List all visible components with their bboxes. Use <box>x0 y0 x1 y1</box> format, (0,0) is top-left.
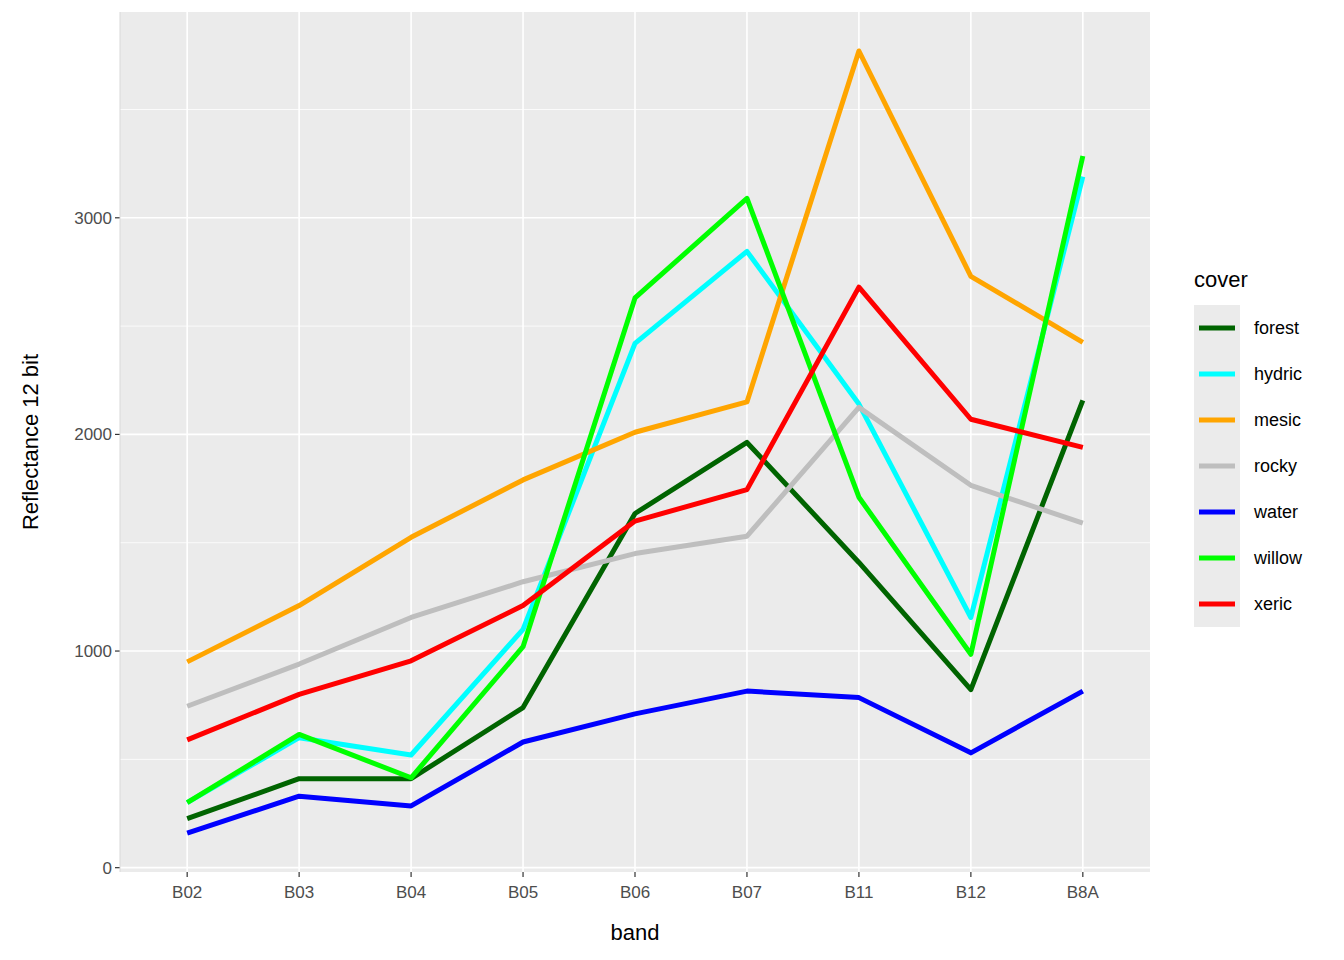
legend-swatch <box>1199 326 1235 331</box>
legend-key <box>1194 535 1240 581</box>
tick <box>299 872 300 877</box>
tick-label: B05 <box>508 883 538 902</box>
grid-line <box>858 12 860 872</box>
tick-label: B8A <box>1067 883 1100 902</box>
x-axis-title: band <box>611 920 660 945</box>
series-line <box>187 156 1083 803</box>
legend-label: water <box>1253 502 1298 522</box>
grid-line <box>1082 12 1084 872</box>
y-axis-title: Reflectance 12 bit <box>18 354 43 530</box>
legend-swatch <box>1199 464 1235 469</box>
legend-label: willow <box>1253 548 1303 568</box>
chart: 0 1000 2000 3000 B02 B03 B04 B05 B06 B07 B11 B12 B8A… <box>0 0 1344 960</box>
legend-swatch <box>1199 602 1235 607</box>
grid-line <box>410 12 412 872</box>
panel <box>120 12 1150 872</box>
series-line <box>187 177 1083 803</box>
legend-key <box>1194 443 1240 489</box>
background <box>0 0 1344 960</box>
grid-line <box>970 12 972 872</box>
grid-line <box>634 12 636 872</box>
series-group <box>187 51 1083 833</box>
series-line <box>187 287 1083 740</box>
grid-line <box>298 12 300 872</box>
legend-label: xeric <box>1254 594 1292 614</box>
tick-label: 2000 <box>74 425 112 444</box>
legend-swatch <box>1199 372 1235 377</box>
legend-key <box>1194 489 1240 535</box>
tick-label: B12 <box>956 883 986 902</box>
axis-line <box>120 12 121 872</box>
legend-key <box>1194 351 1240 397</box>
tick-label: B07 <box>732 883 762 902</box>
tick <box>115 867 120 868</box>
tick-label: 1000 <box>74 642 112 661</box>
tick <box>970 872 971 877</box>
legend-label: forest <box>1254 318 1299 338</box>
legend-key <box>1194 581 1240 627</box>
legend-swatch <box>1199 556 1235 561</box>
tick <box>522 872 523 877</box>
tick <box>410 872 411 877</box>
legend-swatch <box>1199 418 1235 423</box>
legend-swatch <box>1199 510 1235 515</box>
tick <box>115 434 120 435</box>
series-line <box>187 407 1083 706</box>
legend-label: rocky <box>1254 456 1297 476</box>
series-line <box>187 400 1083 818</box>
tick-label: B03 <box>284 883 314 902</box>
legend-title: cover <box>1194 267 1248 292</box>
series-line <box>187 51 1083 662</box>
tick-label: B02 <box>172 883 202 902</box>
legend-key <box>1194 397 1240 443</box>
tick-label: 3000 <box>74 209 112 228</box>
grid-line <box>186 12 188 872</box>
tick-label: 0 <box>103 859 112 878</box>
tick <box>858 872 859 877</box>
tick <box>115 650 120 651</box>
tick-label: B06 <box>620 883 650 902</box>
legend-label: hydric <box>1254 364 1302 384</box>
tick <box>187 872 188 877</box>
tick <box>1082 872 1083 877</box>
series-line <box>187 691 1083 833</box>
tick <box>634 872 635 877</box>
tick <box>115 217 120 218</box>
legend-key <box>1194 305 1240 351</box>
tick <box>746 872 747 877</box>
tick-label: B11 <box>844 883 873 902</box>
tick-label: B04 <box>396 883 426 902</box>
legend-label: mesic <box>1254 410 1301 430</box>
